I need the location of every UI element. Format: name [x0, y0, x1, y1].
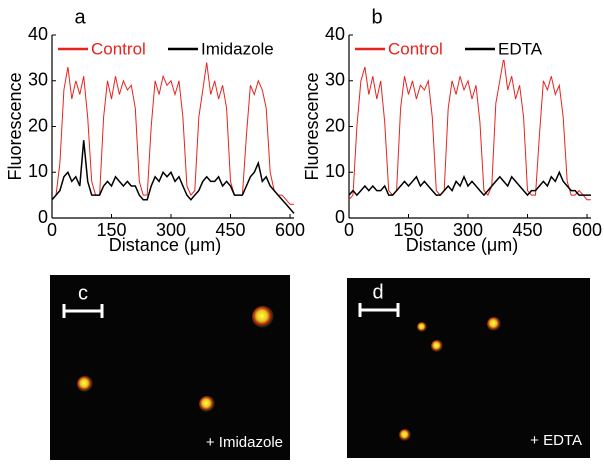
spot: [199, 396, 215, 412]
x-tick-label: 300: [453, 220, 483, 240]
panel-label: b: [371, 6, 382, 28]
data-line: [348, 57, 591, 201]
x-axis-label: Distance (μm): [406, 235, 518, 255]
scale-bar: [358, 303, 400, 317]
y-axis-label: Fluorescence: [302, 72, 322, 180]
spot: [399, 429, 411, 441]
panel-label: a: [74, 6, 86, 28]
y-tick-label: 30: [325, 70, 345, 90]
data-line: [348, 170, 591, 197]
x-tick-label: 0: [344, 220, 354, 240]
micrograph: [50, 275, 290, 460]
image-d: d + EDTA: [347, 278, 590, 458]
spot: [431, 340, 443, 352]
x-tick-label: 0: [47, 220, 57, 240]
y-axis-label: Fluorescence: [5, 72, 25, 180]
y-tick-label: 20: [325, 115, 345, 135]
y-tick-label: 10: [325, 161, 345, 181]
micrograph: [347, 278, 590, 458]
y-tick-label: 0: [335, 207, 345, 227]
y-tick-label: 0: [38, 207, 48, 227]
x-tick-label: 300: [156, 220, 186, 240]
y-tick-label: 30: [28, 70, 48, 90]
image-caption: + EDTA: [530, 432, 582, 449]
data-line: [51, 62, 294, 205]
image-c: c + Imidazole: [50, 275, 290, 460]
scale-bar: [62, 304, 104, 318]
legend-label: Imidazole: [201, 39, 274, 58]
y-tick-label: 40: [325, 24, 345, 44]
y-tick-label: 40: [28, 24, 48, 44]
x-tick-label: 150: [96, 220, 126, 240]
panel-label: d: [372, 281, 383, 303]
x-tick-label: 450: [216, 220, 246, 240]
y-tick-label: 20: [28, 115, 48, 135]
x-tick-label: 450: [513, 220, 543, 240]
spot: [487, 317, 501, 331]
y-tick-label: 10: [28, 161, 48, 181]
data-line: [51, 140, 295, 214]
legend-label: EDTA: [498, 39, 543, 58]
spot: [252, 306, 274, 328]
x-tick-label: 600: [275, 220, 305, 240]
legend-label: Control: [91, 39, 146, 58]
spot: [417, 322, 427, 332]
x-tick-label: 150: [393, 220, 423, 240]
x-axis-label: Distance (μm): [109, 235, 221, 255]
image-caption: + Imidazole: [206, 434, 283, 451]
spot: [77, 376, 93, 392]
panel-label: c: [78, 282, 88, 304]
legend-label: Control: [388, 39, 443, 58]
x-tick-label: 600: [572, 220, 602, 240]
